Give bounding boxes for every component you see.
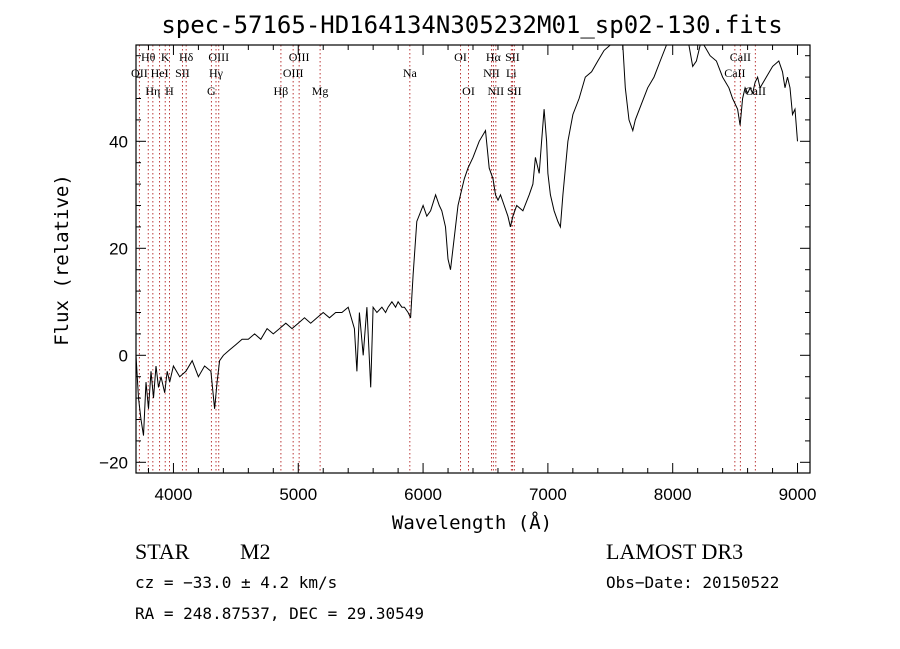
line-label-17: OI	[462, 84, 475, 98]
survey-name: LAMOST DR3	[606, 539, 743, 564]
line-label-7: Hδ	[179, 50, 194, 64]
chart-title: spec-57165-HD164134N305232M01_sp02-130.f…	[161, 11, 782, 39]
line-label-14: Mg	[312, 84, 329, 98]
line-label-16: OI	[454, 50, 467, 64]
y-axis-label: Flux (relative)	[51, 174, 73, 346]
y-tick-label-1: 0	[119, 346, 128, 365]
spectrum-series	[135, 44, 798, 436]
line-label-8: G	[207, 84, 216, 98]
redshift-info: cz = −33.0 ± 4.2 km/s	[135, 573, 337, 592]
object-subclass: M2	[240, 539, 271, 564]
line-label-2: Hη	[145, 84, 160, 98]
line-label-24: CaII	[724, 66, 745, 80]
x-tick-label-3: 7000	[529, 485, 567, 504]
x-tick-label-5: 9000	[779, 485, 817, 504]
line-label-22: SII	[505, 50, 520, 64]
y-axis-ticks: −20 0 20 40	[99, 55, 810, 472]
x-tick-label-2: 6000	[404, 485, 442, 504]
line-label-5: H	[165, 84, 174, 98]
x-tick-label-1: 5000	[279, 485, 317, 504]
line-label-25: CaII	[730, 50, 751, 64]
spectrum-line	[135, 44, 798, 436]
x-tick-label-4: 8000	[654, 485, 692, 504]
line-label-9: Hγ	[209, 66, 224, 80]
line-label-12: OIII	[283, 66, 304, 80]
object-class: STAR	[135, 539, 190, 564]
x-axis-label: Wavelength (Å)	[392, 511, 552, 534]
line-label-0: OII	[131, 66, 148, 80]
line-label-26: CaII	[745, 84, 766, 98]
line-label-6: SII	[175, 66, 190, 80]
line-label-13: OIII	[289, 50, 310, 64]
y-tick-label-3: 40	[109, 132, 128, 151]
line-label-4: K	[161, 50, 170, 64]
obs-date: Obs−Date: 20150522	[606, 573, 779, 592]
line-label-1: Hθ	[141, 50, 156, 64]
line-label-3: HeI	[151, 66, 169, 80]
spectral-line-labels: OIIHθHηHeIKHSIIHδGHγOIIIHβOIIIOIIIMgNaOI…	[131, 50, 766, 98]
line-label-21: Li	[506, 66, 517, 80]
line-label-15: Na	[403, 66, 418, 80]
line-label-18: NII	[483, 66, 500, 80]
x-tick-label-0: 4000	[155, 485, 193, 504]
plot-frame	[135, 44, 811, 474]
line-label-11: Hβ	[274, 84, 289, 98]
spectral-line-markers	[138, 45, 756, 473]
y-tick-label-0: −20	[99, 453, 128, 472]
coordinates: RA = 248.87537, DEC = 29.30549	[135, 604, 424, 623]
line-label-23: SII	[507, 84, 522, 98]
line-label-20: NII	[488, 84, 505, 98]
y-tick-label-2: 20	[109, 239, 128, 258]
line-label-10: OIII	[208, 50, 229, 64]
line-label-19: Hα	[486, 50, 502, 64]
x-axis-ticks: 4000 5000 6000 7000 8000 9000	[147, 45, 817, 504]
